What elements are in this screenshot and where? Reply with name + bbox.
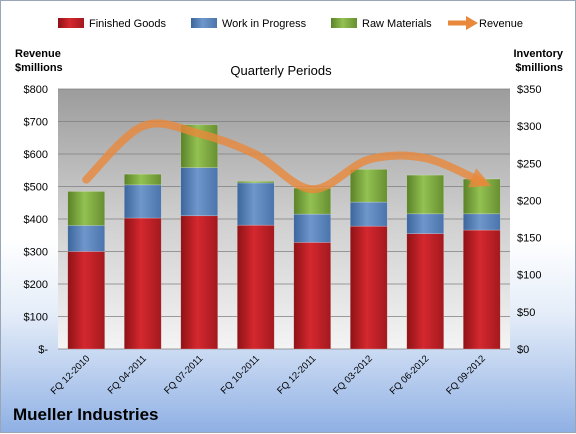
x-tick-label: FQ 09-2012 <box>444 353 488 397</box>
x-tick-label: FQ 10-2011 <box>219 353 262 396</box>
x-tick-label: FQ 06-2012 <box>388 353 432 397</box>
legend-swatch-finished-goods <box>58 18 84 28</box>
bar-work-in-progress <box>68 226 105 252</box>
left-tick-label: $400 <box>24 214 48 226</box>
right-tick-label: $100 <box>517 270 541 282</box>
legend-label-revenue: Revenue <box>479 18 523 30</box>
left-tick-label: $300 <box>24 247 48 259</box>
right-tick-label: $250 <box>517 158 541 170</box>
right-tick-label: $150 <box>517 233 541 245</box>
legend-label-work-in-progress: Work in Progress <box>222 18 307 30</box>
bar-raw-materials <box>124 174 161 185</box>
bar-raw-materials <box>237 181 274 183</box>
legend-swatch-raw-materials <box>331 18 357 28</box>
bar-finished-goods <box>463 230 500 349</box>
right-tick-label: $0 <box>517 344 529 356</box>
left-tick-label: $600 <box>24 149 48 161</box>
bar-work-in-progress <box>124 185 161 218</box>
left-tick-label: $500 <box>24 182 48 194</box>
right-tick-label: $50 <box>517 307 535 319</box>
right-tick-label: $300 <box>517 121 541 133</box>
bar-work-in-progress <box>350 202 387 226</box>
bar-work-in-progress <box>181 168 218 216</box>
x-tick-label: FQ 12-2010 <box>49 353 93 397</box>
bar-finished-goods <box>68 252 105 350</box>
company-name: Mueller Industries <box>13 405 158 425</box>
bar-finished-goods <box>237 225 274 349</box>
bar-work-in-progress <box>463 214 500 230</box>
legend: Finished Goods Work in Progress Raw Materi… <box>58 16 523 30</box>
right-axis-ticks: $0 $50 $100 $150 $200 $250 $300 $350 <box>517 84 541 356</box>
bar-finished-goods <box>124 218 161 349</box>
left-tick-label: $700 <box>24 117 48 129</box>
x-tick-label: FQ 03-2012 <box>331 353 375 397</box>
bar-raw-materials <box>350 169 387 202</box>
legend-label-raw-materials: Raw Materials <box>362 18 432 30</box>
bar-work-in-progress <box>407 214 444 234</box>
x-tick-label: FQ 07-2011 <box>162 353 205 396</box>
x-tick-label: FQ 04-2011 <box>106 353 149 396</box>
left-tick-label: $- <box>38 344 48 356</box>
right-tick-label: $350 <box>517 84 541 96</box>
chart-title: Quarterly Periods <box>230 63 332 78</box>
bar-finished-goods <box>294 242 331 349</box>
right-tick-label: $200 <box>517 195 541 207</box>
legend-swatch-work-in-progress <box>191 18 217 28</box>
bar-raw-materials <box>68 191 105 225</box>
bar-finished-goods <box>350 226 387 349</box>
left-tick-label: $100 <box>24 312 48 324</box>
left-axis-title: Revenue$millions <box>15 48 63 74</box>
bar-raw-materials <box>407 175 444 214</box>
bar-finished-goods <box>181 216 218 349</box>
legend-arrow-revenue <box>466 16 478 30</box>
bar-work-in-progress <box>237 183 274 225</box>
x-tick-label: FQ 12-2011 <box>275 353 318 396</box>
legend-label-finished-goods: Finished Goods <box>89 18 167 30</box>
left-tick-label: $800 <box>24 84 48 96</box>
left-tick-label: $200 <box>24 279 48 291</box>
bar-work-in-progress <box>294 214 331 242</box>
bar-finished-goods <box>407 234 444 349</box>
left-axis-ticks: $- $100 $200 $300 $400 $500 $600 $700 $800 <box>24 84 49 356</box>
right-axis-title: Inventory$millions <box>513 48 563 74</box>
x-axis-ticks: FQ 12-2010 FQ 04-2011 FQ 07-2011 FQ 10-2011… <box>49 353 488 397</box>
